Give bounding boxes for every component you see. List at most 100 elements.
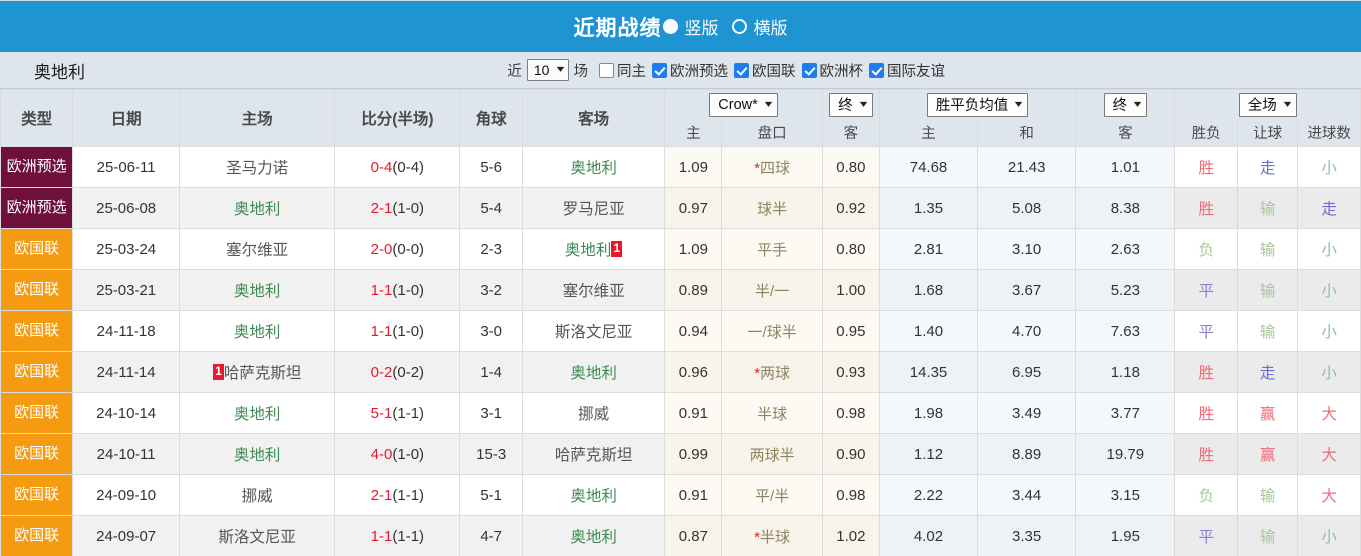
away-team[interactable]: 奥地利 — [521, 515, 666, 556]
table-row[interactable]: 欧国联 24-09-07 斯洛文尼亚 1-1(1-1) 4-7 奥地利 0.87 *半球 1.0… — [0, 515, 1361, 556]
match-type-cell[interactable]: 欧国联 — [0, 351, 74, 393]
home-team[interactable]: 奥地利 — [179, 310, 336, 352]
away-team[interactable]: 奥地利 1 — [521, 228, 666, 270]
radio-unselected-icon[interactable] — [731, 19, 747, 34]
away-team[interactable]: 奥地利 — [521, 351, 666, 393]
away-team[interactable]: 奥地利 — [521, 146, 666, 188]
result-handicap: 输 — [1236, 269, 1299, 311]
home-team[interactable]: 圣马力诺 — [179, 146, 336, 188]
home-team[interactable]: 斯洛文尼亚 — [179, 515, 336, 556]
odds-stage-select-cell: 终 ▾ — [1075, 89, 1176, 120]
table-row[interactable]: 欧洲预选 25-06-11 圣马力诺 0-4(0-4) 5-6 奥地利 1.09 *四球 0.8… — [0, 146, 1361, 188]
table-row[interactable]: 欧国联 25-03-24 塞尔维亚 2-0(0-0) 2-3 奥地利 1 1.09 平手 0.80… — [0, 228, 1361, 270]
team-name-heading: 奥地利 — [34, 62, 85, 82]
handicap-line-label: 半球 — [757, 405, 788, 423]
handicap-away-odds: 0.80 — [821, 228, 880, 270]
table-row[interactable]: 欧洲预选 25-06-08 奥地利 2-1(1-0) 5-4 罗马尼亚 0.97 球半 0.92… — [0, 187, 1361, 229]
match-score[interactable]: 0-4(0-4) — [334, 146, 461, 188]
match-score[interactable]: 1-1(1-0) — [334, 310, 461, 352]
away-team[interactable]: 奥地利 — [521, 474, 666, 516]
competition-checkbox-euro-cup[interactable] — [801, 62, 817, 78]
away-team[interactable]: 哈萨克斯坦 — [521, 433, 666, 475]
col-header-handicap-line: 盘口 — [721, 119, 823, 147]
odds-home: 2.22 — [878, 474, 979, 516]
full-time-score: 0-2 — [370, 363, 393, 381]
match-score[interactable]: 1-1(1-0) — [334, 269, 461, 311]
handicap-away-odds: 1.02 — [821, 515, 880, 556]
home-team[interactable]: 挪威 — [179, 474, 336, 516]
odds-away: 8.38 — [1075, 187, 1176, 229]
home-team[interactable]: 奥地利 — [179, 269, 336, 311]
home-team[interactable]: 奥地利 — [179, 433, 336, 475]
home-team[interactable]: 奥地利 — [179, 187, 336, 229]
handicap-stage-select[interactable]: 终 ▾ — [829, 92, 873, 117]
handicap-home-odds: 0.91 — [664, 392, 723, 434]
odds-stage-select[interactable]: 终 ▾ — [1103, 92, 1148, 117]
table-row[interactable]: 欧国联 24-09-10 挪威 2-1(1-1) 5-1 奥地利 0.91 平/半 0.98 2.… — [0, 474, 1361, 516]
table-row[interactable]: 欧国联 24-10-14 奥地利 5-1(1-1) 3-1 挪威 0.91 半球 0.98 1.9… — [0, 392, 1361, 434]
table-row[interactable]: 欧国联 24-11-14 1 哈萨克斯坦 0-2(0-2) 1-4 奥地利 0.96 *两球 0.… — [0, 351, 1361, 393]
home-team[interactable]: 1 哈萨克斯坦 — [179, 351, 336, 393]
result-handicap: 走 — [1236, 146, 1299, 188]
col-header-corner: 角球 — [459, 89, 523, 147]
panel-title-bar: 近期战绩 竖版 横版 — [0, 0, 1361, 52]
radio-selected-icon[interactable] — [662, 19, 678, 34]
match-score[interactable]: 2-0(0-0) — [334, 228, 461, 270]
home-team[interactable]: 奥地利 — [179, 392, 336, 434]
away-team[interactable]: 罗马尼亚 — [521, 187, 666, 229]
result-goals: 小 — [1297, 351, 1361, 393]
col-header-date: 日期 — [72, 89, 181, 147]
match-type-badge: 欧洲预选 — [1, 188, 73, 228]
match-score[interactable]: 4-0(1-0) — [334, 433, 461, 475]
bookmaker-select[interactable]: Crow* ▾ — [709, 92, 778, 117]
match-type-badge: 欧国联 — [1, 516, 73, 556]
away-team[interactable]: 塞尔维亚 — [521, 269, 666, 311]
match-type-cell[interactable]: 欧国联 — [0, 228, 74, 270]
corner-score: 5-1 — [459, 474, 523, 516]
match-type-cell[interactable]: 欧国联 — [0, 310, 74, 352]
match-score[interactable]: 1-1(1-1) — [334, 515, 461, 556]
full-time-score: 2-1 — [370, 486, 393, 504]
same-home-checkbox[interactable] — [599, 62, 614, 78]
home-team-label: 斯洛文尼亚 — [218, 529, 296, 546]
table-row[interactable]: 欧国联 24-10-11 奥地利 4-0(1-0) 15-3 哈萨克斯坦 0.99 两球半 0.… — [0, 433, 1361, 475]
match-type-cell[interactable]: 欧国联 — [0, 474, 74, 516]
match-score[interactable]: 0-2(0-2) — [334, 351, 461, 393]
view-option-horizontal[interactable]: 横版 — [731, 14, 788, 39]
handicap-line: 两球半 — [721, 433, 823, 475]
match-type-cell[interactable]: 欧国联 — [0, 392, 74, 434]
match-type-cell[interactable]: 欧洲预选 — [0, 187, 74, 229]
odds-home: 14.35 — [878, 351, 979, 393]
away-team[interactable]: 挪威 — [521, 392, 666, 434]
full-time-score: 5-1 — [370, 404, 393, 422]
table-row[interactable]: 欧国联 25-03-21 奥地利 1-1(1-0) 3-2 塞尔维亚 0.89 半/一 1.00… — [0, 269, 1361, 311]
competition-checkbox-nations-league[interactable] — [734, 62, 749, 78]
home-team[interactable]: 塞尔维亚 — [179, 228, 336, 270]
red-card-badge: 1 — [212, 364, 224, 380]
match-score[interactable]: 2-1(1-0) — [334, 187, 461, 229]
table-row[interactable]: 欧国联 24-11-18 奥地利 1-1(1-0) 3-0 斯洛文尼亚 0.94 一/球半 0.… — [0, 310, 1361, 352]
odds-draw: 5.08 — [977, 187, 1077, 229]
result-scope-select[interactable]: 全场 ▾ — [1238, 92, 1297, 117]
match-type-cell[interactable]: 欧国联 — [0, 515, 74, 556]
odds-away: 5.23 — [1075, 269, 1176, 311]
col-header-odds-away: 客 — [1075, 119, 1176, 147]
odds-draw: 8.89 — [977, 433, 1077, 475]
odds-source-select[interactable]: 胜平负均值 ▾ — [926, 92, 1029, 117]
competition-checkbox-friendly[interactable] — [869, 62, 884, 78]
result-goals: 小 — [1297, 146, 1361, 188]
match-date: 25-06-11 — [72, 146, 181, 188]
corner-score: 3-0 — [459, 310, 523, 352]
match-type-badge: 欧洲预选 — [1, 147, 73, 187]
view-option-vertical[interactable]: 竖版 — [662, 14, 719, 39]
match-type-cell[interactable]: 欧国联 — [0, 269, 74, 311]
match-type-cell[interactable]: 欧国联 — [0, 433, 74, 475]
match-score[interactable]: 5-1(1-1) — [334, 392, 461, 434]
match-score[interactable]: 2-1(1-1) — [334, 474, 461, 516]
match-type-cell[interactable]: 欧洲预选 — [0, 146, 74, 188]
match-type-badge: 欧国联 — [1, 352, 73, 392]
away-team[interactable]: 斯洛文尼亚 — [521, 310, 666, 352]
competition-checkbox-euro-qualifier[interactable] — [652, 62, 667, 78]
home-team-label: 奥地利 — [233, 406, 281, 423]
match-count-select[interactable]: 10 ▾ — [526, 59, 569, 81]
